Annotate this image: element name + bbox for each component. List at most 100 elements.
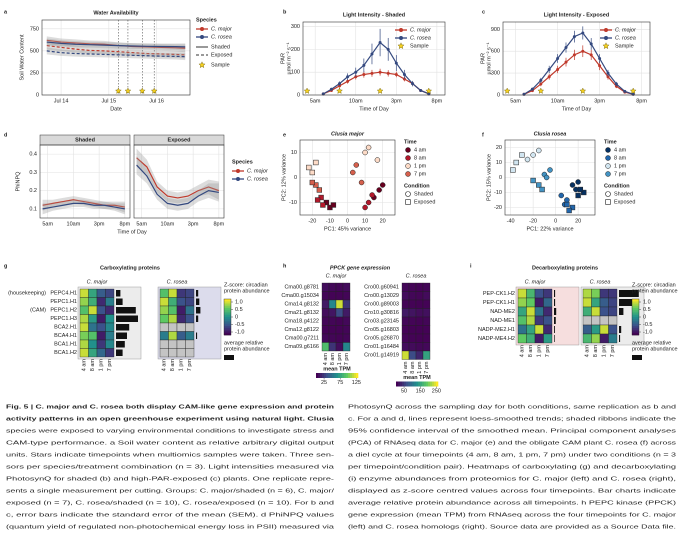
y-axis-label: PhiNPQ <box>15 171 21 192</box>
colorbar-swatch <box>224 331 231 334</box>
colorbar-swatch <box>224 322 231 325</box>
colorbar-swatch <box>344 373 347 378</box>
heatmap-cell <box>328 291 337 301</box>
data-point <box>374 157 381 163</box>
data-point <box>309 179 315 186</box>
data-point <box>346 75 350 79</box>
legend-title: Z-score: circadian <box>224 282 268 288</box>
colorbar-swatch <box>632 302 639 305</box>
heatmap-cell <box>105 331 115 341</box>
x-tick-label: Jul 16 <box>149 98 164 104</box>
colorbar-title: mean TPM <box>403 375 431 381</box>
colorbar-swatch <box>412 381 415 387</box>
row-label: NAD-ME2 <box>490 309 515 315</box>
row-label: Cro00.g60941 <box>364 285 399 291</box>
heatmap-cell <box>534 297 544 308</box>
legend-title: Z-score: circadian <box>632 282 676 288</box>
caption-line: c, error bars indicate the standard erro… <box>6 512 334 518</box>
heatmap-cell <box>321 299 330 309</box>
column-label: 1 pm <box>337 353 343 366</box>
heatmap-cell <box>422 316 431 326</box>
heatmap-cell <box>582 297 592 308</box>
colorbar-swatch <box>352 373 355 378</box>
heatmap-cell <box>582 333 592 344</box>
colorbar-swatch <box>316 373 319 378</box>
y-tick-label: 0 <box>36 92 39 98</box>
x-tick-label: 3pm <box>188 221 199 227</box>
heatmap-cell <box>401 325 410 335</box>
column-label: 1 pm <box>179 359 185 372</box>
heatmap-cell <box>168 322 178 332</box>
colorbar-swatch <box>224 308 231 311</box>
y-axis-label: PC2: 15% variance <box>486 154 492 201</box>
heatmap-cell <box>422 308 431 318</box>
heatmap-cell <box>599 315 609 326</box>
x-tick-label: 20 <box>575 218 581 224</box>
heatmap-cell <box>321 291 330 301</box>
colorbar-swatch <box>336 373 339 378</box>
data-point <box>370 52 374 56</box>
data-point <box>330 202 337 208</box>
legend-title: Condition <box>604 183 630 189</box>
data-point <box>572 53 576 57</box>
heatmap-cell <box>185 348 195 358</box>
x-tick-label: 10am <box>161 221 175 227</box>
x-tick-label: 0 <box>346 218 349 224</box>
row-label: PEP-CK1.H1 <box>483 300 515 306</box>
legend-label: 8 am <box>414 155 427 161</box>
colorbar-swatch <box>632 317 639 320</box>
panel-letter: b <box>283 9 287 15</box>
heatmap-title: Carboxylating proteins <box>100 265 160 271</box>
abundance-bar <box>554 308 557 315</box>
heatmap-cell <box>517 297 527 308</box>
colorbar-swatch <box>224 326 231 329</box>
legend-swatch <box>604 36 608 40</box>
heatmap-cell <box>185 314 195 324</box>
colorbar-swatch <box>224 324 231 327</box>
data-point <box>564 46 568 50</box>
heatmap-cell <box>591 324 601 335</box>
confidence-ribbon <box>46 47 186 61</box>
colorbar-swatch <box>326 373 329 378</box>
row-label: BCA1.H2 <box>54 350 77 356</box>
data-point <box>394 61 398 65</box>
colorbar-swatch <box>632 313 639 316</box>
caption-line: CAM-type performance. a Soil water conte… <box>6 440 335 446</box>
data-point <box>536 182 542 188</box>
heatmap-cell <box>88 331 98 341</box>
heatmap-cell <box>543 288 553 299</box>
data-point <box>543 174 550 181</box>
heatmap-cell <box>185 331 195 341</box>
legend-label: 1 pm <box>414 163 427 169</box>
confidence-ribbon <box>136 148 219 204</box>
legend-swatch <box>200 27 204 31</box>
data-point <box>513 159 519 166</box>
row-label: Cro05.g16803 <box>364 327 399 333</box>
legend-label: Sample <box>211 62 230 68</box>
confidence-ribbon <box>46 38 186 51</box>
column-label: 1 pm <box>99 359 105 372</box>
legend-label: 7 pm <box>414 171 427 177</box>
heatmap-cell <box>415 316 424 326</box>
colorbar-swatch <box>224 313 231 316</box>
heatmap-cell <box>415 325 424 335</box>
colorbar-swatch <box>398 381 401 387</box>
colorbar-swatch <box>224 306 231 309</box>
panel-name: C. rosea <box>167 279 188 285</box>
data-point <box>524 156 531 163</box>
plot-frame <box>41 19 191 96</box>
heatmap-cell <box>176 305 186 315</box>
data-point <box>519 152 525 158</box>
row-label: Cro10.g30816 <box>364 310 399 316</box>
x-tick-label: 3pm <box>594 98 605 104</box>
y-tick-label: 900 <box>491 27 500 33</box>
legend-title: Species <box>232 159 253 165</box>
x-axis-label: Date <box>110 106 122 112</box>
colorbar-swatch <box>356 373 359 378</box>
heatmap-cell <box>335 325 344 335</box>
y-tick-label: -10 <box>289 200 297 206</box>
data-point <box>362 63 366 67</box>
heatmap-cell <box>408 333 417 343</box>
abundance-bar <box>116 324 130 331</box>
heatmap-cell <box>88 305 98 315</box>
